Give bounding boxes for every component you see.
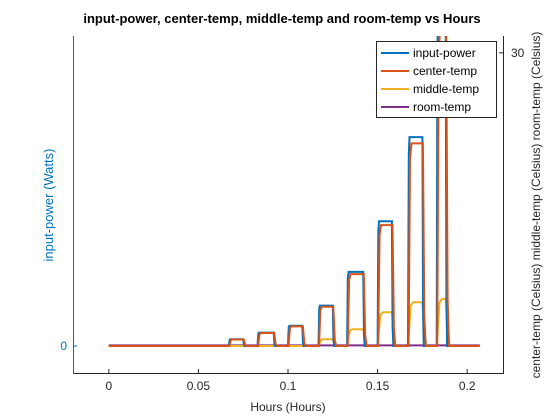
right-ticks: 30 [499,46,525,60]
left-tick-label: 0 [60,339,67,353]
x-axis-label: Hours (Hours) [250,400,325,414]
x-tick-label: 0.2 [459,379,476,393]
legend-box [376,41,497,118]
legend-label-input-power: input-power [413,46,476,60]
x-tick-label: 0 [105,379,112,393]
y-axis-right-label: center-temp (Celsius) middle-temp (Celsi… [529,32,543,379]
legend-label-center-temp: center-temp [413,64,477,78]
x-tick-label: 0.05 [187,379,211,393]
legend-label-room-temp: room-temp [413,100,471,114]
x-ticks: 0 0.05 0.1 0.15 0.2 [105,369,476,393]
right-tick-label: 30 [511,46,525,60]
series-center-temp [108,36,480,347]
series-lines [108,36,480,347]
x-tick-label: 0.1 [280,379,297,393]
left-ticks: 0 [60,339,77,353]
legend: input-power center-temp middle-temp room-te… [376,41,497,118]
legend-label-middle-temp: middle-temp [413,82,479,96]
x-tick-label: 0.15 [366,379,390,393]
chart-title: input-power, center-temp, middle-temp an… [83,11,480,26]
plot-area: 0 0.05 0.1 0.15 0.2 0 30 [60,36,525,393]
y-axis-left-label: input-power (Watts) [41,149,56,262]
